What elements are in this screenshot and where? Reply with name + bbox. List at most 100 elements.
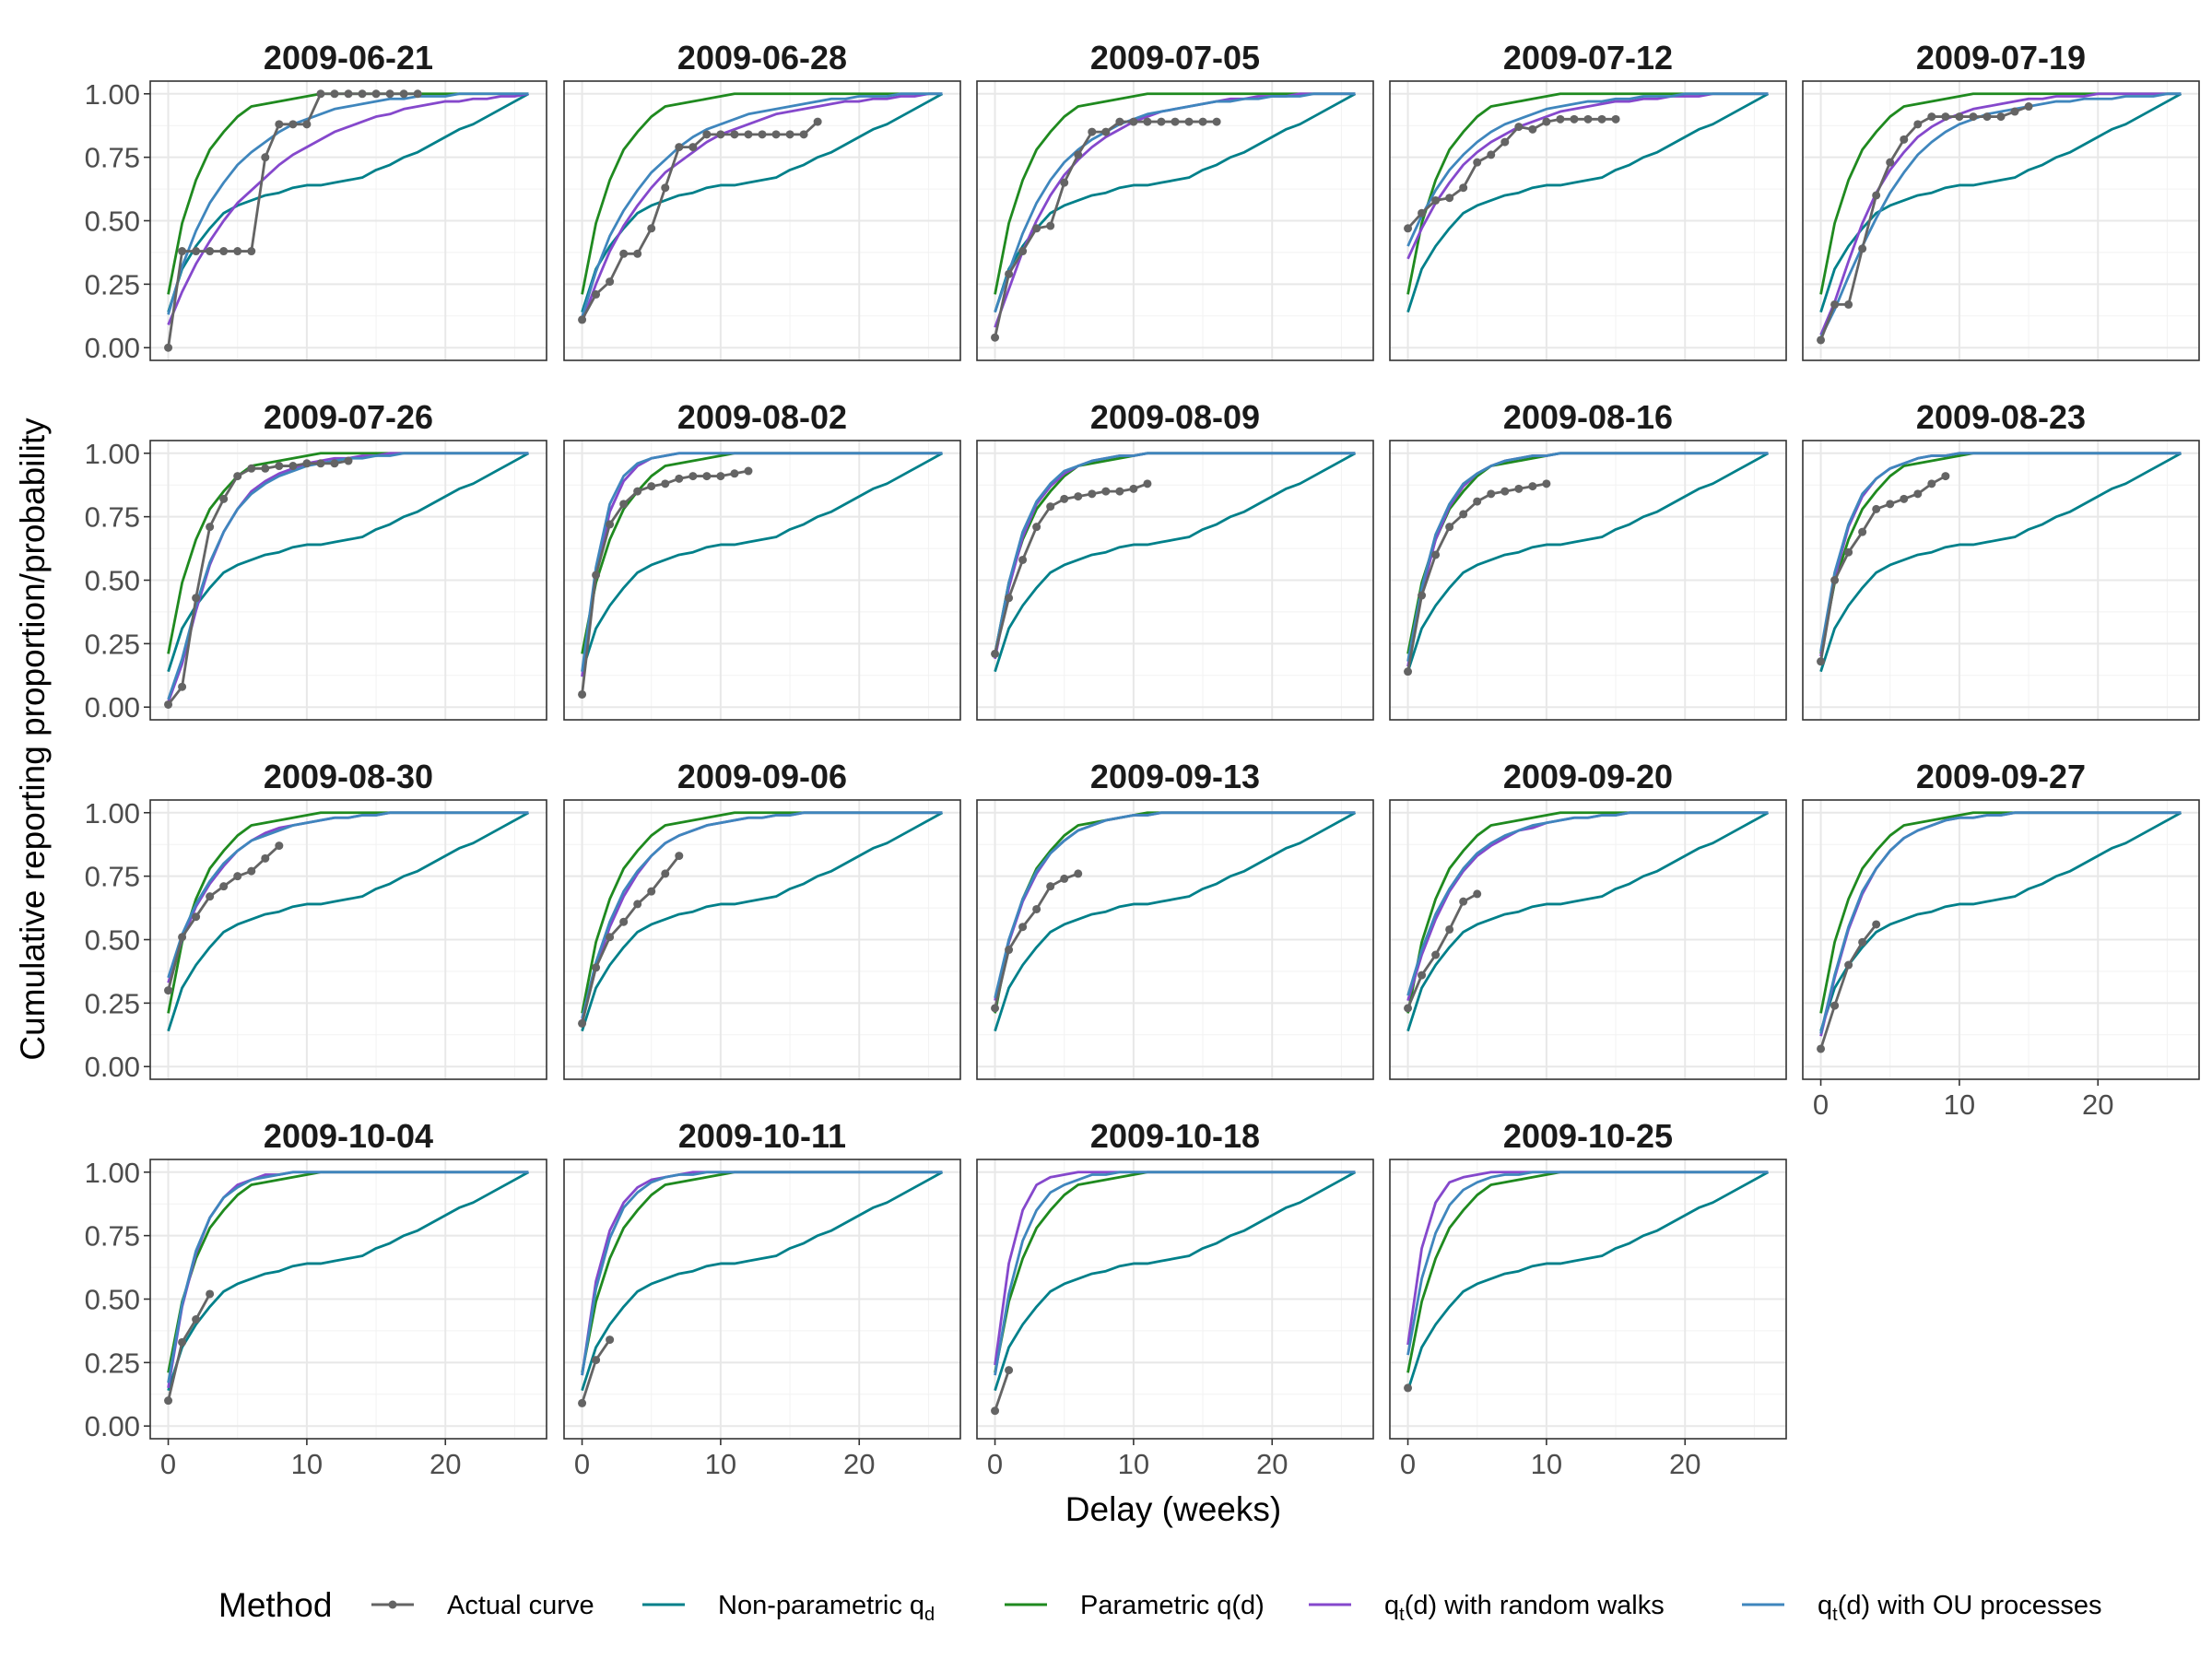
y-tick-label: 1.00 (85, 438, 140, 470)
panel-border (1802, 440, 2200, 721)
actual-point (1129, 117, 1138, 126)
actual-point (261, 853, 270, 863)
actual-point (647, 224, 656, 233)
panel-border (1802, 799, 2200, 1080)
x-tick-label: 20 (429, 1448, 461, 1480)
actual-point (371, 89, 381, 99)
series-line-ou-processes (994, 452, 1356, 654)
actual-point (716, 130, 725, 139)
actual-point (661, 183, 670, 193)
actual-point (785, 130, 794, 139)
facet-panel: 2009-07-12 (1389, 39, 1787, 361)
actual-point (1542, 117, 1551, 126)
actual-point (991, 649, 1000, 658)
facet-panel: 2009-06-21 0.00 0.25 0.50 0.75 1.00 (85, 39, 547, 364)
actual-point (1115, 117, 1124, 126)
facet-panel: 2009-09-13 (976, 758, 1374, 1080)
actual-point (164, 986, 173, 995)
panel-title: 2009-08-30 (264, 758, 433, 795)
actual-point (688, 143, 698, 152)
actual-point (1005, 269, 1014, 278)
series-line-actual (994, 1370, 1010, 1412)
actual-point (1858, 527, 1867, 536)
y-tick-label: 0.25 (85, 987, 140, 1019)
legend-label: Non-parametric qd (718, 1591, 935, 1625)
series-line-ou-processes (994, 811, 1356, 999)
y-tick-label: 0.50 (85, 206, 140, 238)
panel-title: 2009-09-13 (1090, 758, 1260, 795)
y-tick-label: 1.00 (85, 797, 140, 830)
facet-panel: 2009-09-20 (1389, 758, 1787, 1080)
x-tick-label: 10 (1944, 1088, 1975, 1121)
y-tick-label: 0.00 (85, 1410, 140, 1442)
actual-point (991, 1406, 1000, 1416)
panel-title: 2009-08-02 (677, 398, 847, 436)
facet-panel: 2009-07-26 0.00 0.25 0.50 0.75 1.00 (85, 398, 547, 724)
x-tick-label: 20 (1256, 1448, 1288, 1480)
x-tick-label: 0 (1400, 1448, 1416, 1480)
actual-point (247, 866, 256, 876)
facet-panel: 2009-08-30 0.00 0.25 0.50 0.75 1.00 (85, 758, 547, 1083)
panel-border (563, 440, 961, 721)
actual-point (1817, 1044, 1826, 1053)
actual-point (1088, 489, 1097, 499)
legend-item-nonparam: Non-parametric qd (642, 1591, 935, 1625)
actual-point (344, 456, 353, 465)
actual-point (1418, 591, 1427, 600)
y-tick-label: 0.75 (85, 861, 140, 893)
actual-point (619, 500, 629, 509)
panel-border (976, 440, 1374, 721)
actual-point (1046, 502, 1055, 512)
actual-point (1404, 224, 1413, 233)
series-line-nonparametric (581, 92, 944, 313)
actual-point (330, 89, 339, 99)
panel-border (976, 799, 1374, 1080)
series-line-ou-processes (994, 1171, 1356, 1376)
actual-point (192, 912, 201, 922)
actual-point (799, 130, 808, 139)
actual-point (1032, 523, 1041, 532)
actual-point (1872, 504, 1881, 513)
facet-panel: 2009-10-04 0.00 0.25 0.50 0.75 1.00 0 10 20 (85, 1117, 547, 1480)
actual-point (1556, 114, 1565, 124)
actual-point (413, 89, 422, 99)
facet-panel: 2009-09-27 0 10 20 (1802, 758, 2200, 1121)
panel-title: 2009-07-19 (1916, 39, 2086, 76)
actual-point (1514, 484, 1524, 493)
panel-border (1389, 799, 1787, 1080)
actual-point (1996, 112, 2006, 122)
actual-point (619, 917, 629, 926)
actual-point (1459, 183, 1468, 193)
actual-point (592, 571, 601, 580)
actual-point (1817, 657, 1826, 666)
actual-point (1198, 117, 1207, 126)
actual-point (606, 1335, 615, 1345)
actual-point (716, 472, 725, 481)
series-line-nonparametric (1406, 92, 1770, 313)
facet-panel: 2009-08-16 (1389, 398, 1787, 721)
actual-point (675, 143, 684, 152)
actual-point (1046, 221, 1055, 230)
series-line-ou-processes (1406, 92, 1769, 247)
actual-point (1858, 244, 1867, 253)
actual-point (1597, 114, 1606, 124)
actual-point (1941, 112, 1950, 122)
actual-point (288, 462, 298, 471)
actual-point (1830, 576, 1840, 584)
panel-title: 2009-09-20 (1503, 758, 1673, 795)
actual-point (578, 689, 587, 699)
actual-point (1060, 494, 1069, 503)
actual-point (1101, 127, 1111, 136)
series-line-ou-processes (1819, 811, 2182, 1034)
actual-point (206, 523, 215, 532)
series-line-nonparametric (167, 452, 530, 673)
actual-point (1872, 920, 1881, 929)
actual-point (1129, 484, 1138, 493)
actual-point (578, 1018, 587, 1028)
actual-point (1404, 667, 1413, 677)
actual-point (178, 247, 187, 256)
actual-point (1528, 124, 1537, 134)
x-tick-label: 20 (2082, 1088, 2113, 1121)
y-tick-label: 0.25 (85, 1347, 140, 1379)
facet-panel: 2009-07-05 (976, 39, 1374, 361)
